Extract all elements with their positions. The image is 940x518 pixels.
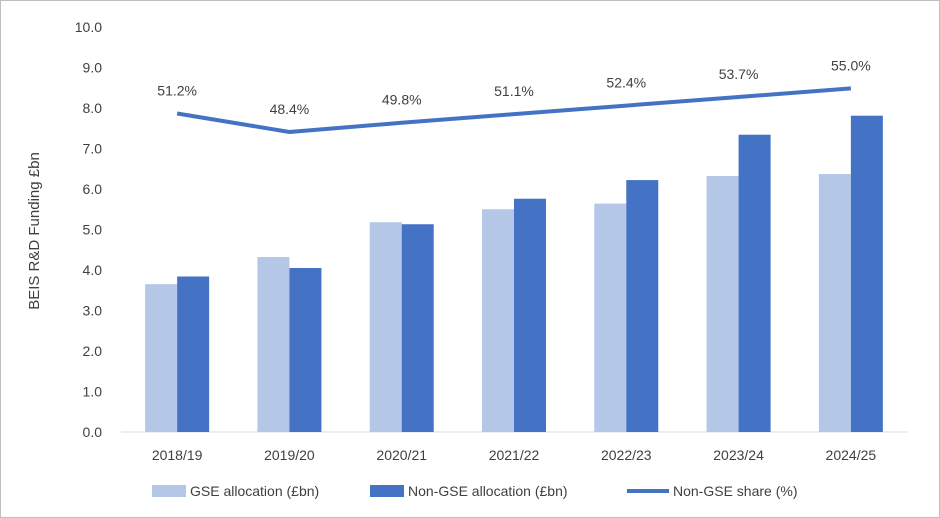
legend-non-gse-item: Non-GSE allocation (£bn) [370,483,568,499]
x-axis-ticks: 2018/19 2019/20 2020/21 2021/22 2022/23 2023/… [152,447,877,463]
y-tick-label: 10.0 [75,19,102,35]
share-data-label: 51.1% [494,83,534,99]
y-axis-title: BEIS R&D Funding £bn [26,152,43,310]
non-gse-bar [401,224,434,432]
non-gse-bar [289,267,322,432]
legend-gse-item: GSE allocation (£bn) [152,483,319,499]
share-data-label: 55.0% [831,57,871,73]
y-tick-label: 8.0 [83,100,103,116]
y-axis-ticks: 0.0 1.0 2.0 3.0 4.0 5.0 6.0 7.0 8.0 9.0 10.0 [75,19,102,440]
gse-bar [257,257,290,432]
y-tick-label: 2.0 [83,343,103,359]
legend-gse-label: GSE allocation (£bn) [190,483,319,499]
share-data-label: 49.8% [382,92,422,108]
non-gse-bar [850,115,883,432]
legend-gse-swatch [152,485,186,497]
legend-share-item: Non-GSE share (%) [627,483,797,499]
non-gse-bar [738,134,771,433]
y-tick-label: 0.0 [83,424,103,440]
y-tick-label: 5.0 [83,222,103,238]
gse-bar [818,174,851,432]
y-tick-label: 6.0 [83,181,103,197]
x-tick-label: 2020/21 [376,447,427,463]
bars-group [145,115,883,433]
non-gse-bar [626,180,659,432]
x-tick-label: 2018/19 [152,447,203,463]
gse-bar [482,209,514,432]
share-data-label: 53.7% [719,66,759,82]
legend-non-gse-swatch [370,485,404,497]
x-tick-label: 2024/25 [826,447,877,463]
y-tick-label: 1.0 [83,384,103,400]
share-line-group: 51.2% 48.4% 49.8% 51.1% 52.4% 53.7% 55.0% [157,57,871,134]
gse-bar [369,222,402,432]
gse-bar [706,176,739,432]
non-gse-bar [514,198,546,432]
legend-non-gse-label: Non-GSE allocation (£bn) [408,483,568,499]
share-data-label: 51.2% [157,83,197,99]
x-tick-label: 2022/23 [601,447,652,463]
legend: GSE allocation (£bn) Non-GSE allocation (… [152,483,797,499]
x-tick-label: 2019/20 [264,447,315,463]
gse-bar [594,203,627,432]
y-tick-label: 7.0 [83,141,103,157]
non-gse-bar [177,276,210,432]
x-tick-label: 2021/22 [489,447,540,463]
y-tick-label: 4.0 [83,262,103,278]
y-tick-label: 9.0 [83,60,103,76]
x-tick-label: 2023/24 [713,447,764,463]
non-gse-share-line [176,86,852,134]
share-data-label: 48.4% [270,101,310,117]
share-data-label: 52.4% [606,75,646,91]
y-tick-label: 3.0 [83,303,103,319]
legend-share-label: Non-GSE share (%) [673,483,797,499]
gse-bar [145,284,178,432]
